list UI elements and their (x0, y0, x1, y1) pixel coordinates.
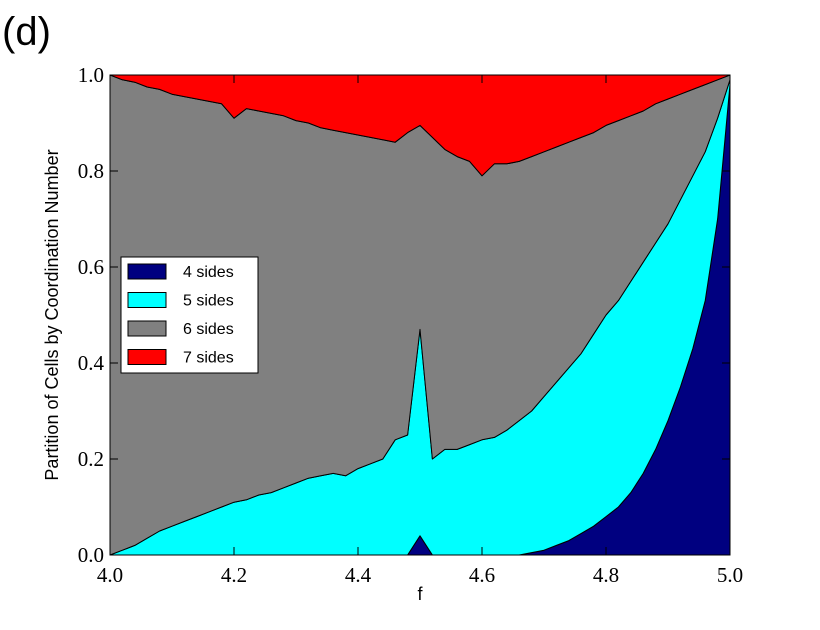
legend-swatch (127, 349, 167, 365)
y-axis-label: Partition of Cells by Coordination Numbe… (42, 149, 62, 480)
y-tick-label: 0.6 (78, 255, 104, 279)
legend-label: 7 sides (183, 350, 234, 367)
legend-label: 6 sides (183, 321, 234, 338)
x-tick-label: 4.0 (97, 563, 123, 587)
legend-swatch (127, 320, 167, 337)
y-tick-label: 0.4 (78, 351, 105, 375)
legend-swatch (127, 292, 167, 308)
x-tick-label: 5.0 (717, 563, 743, 587)
x-tick-label: 4.2 (221, 563, 247, 587)
legend: 4 sides 5 sides 6 sides 7 sides (120, 256, 259, 374)
plot-frame (109, 74, 731, 556)
x-tick-label: 4.6 (469, 563, 495, 587)
panel-label: (d) (2, 10, 51, 54)
legend-label: 4 sides (183, 264, 234, 281)
legend-swatch (127, 263, 167, 280)
x-tick-label: 4.4 (345, 563, 372, 587)
y-tick-label: 0.8 (78, 159, 104, 183)
y-tick-label: 1.0 (78, 63, 104, 87)
x-tick-label: 4.8 (593, 563, 619, 587)
legend-label: 5 sides (183, 293, 234, 310)
x-axis-label: f (417, 584, 423, 604)
y-tick-label: 0.2 (78, 447, 104, 471)
y-tick-label: 0.0 (78, 543, 104, 567)
